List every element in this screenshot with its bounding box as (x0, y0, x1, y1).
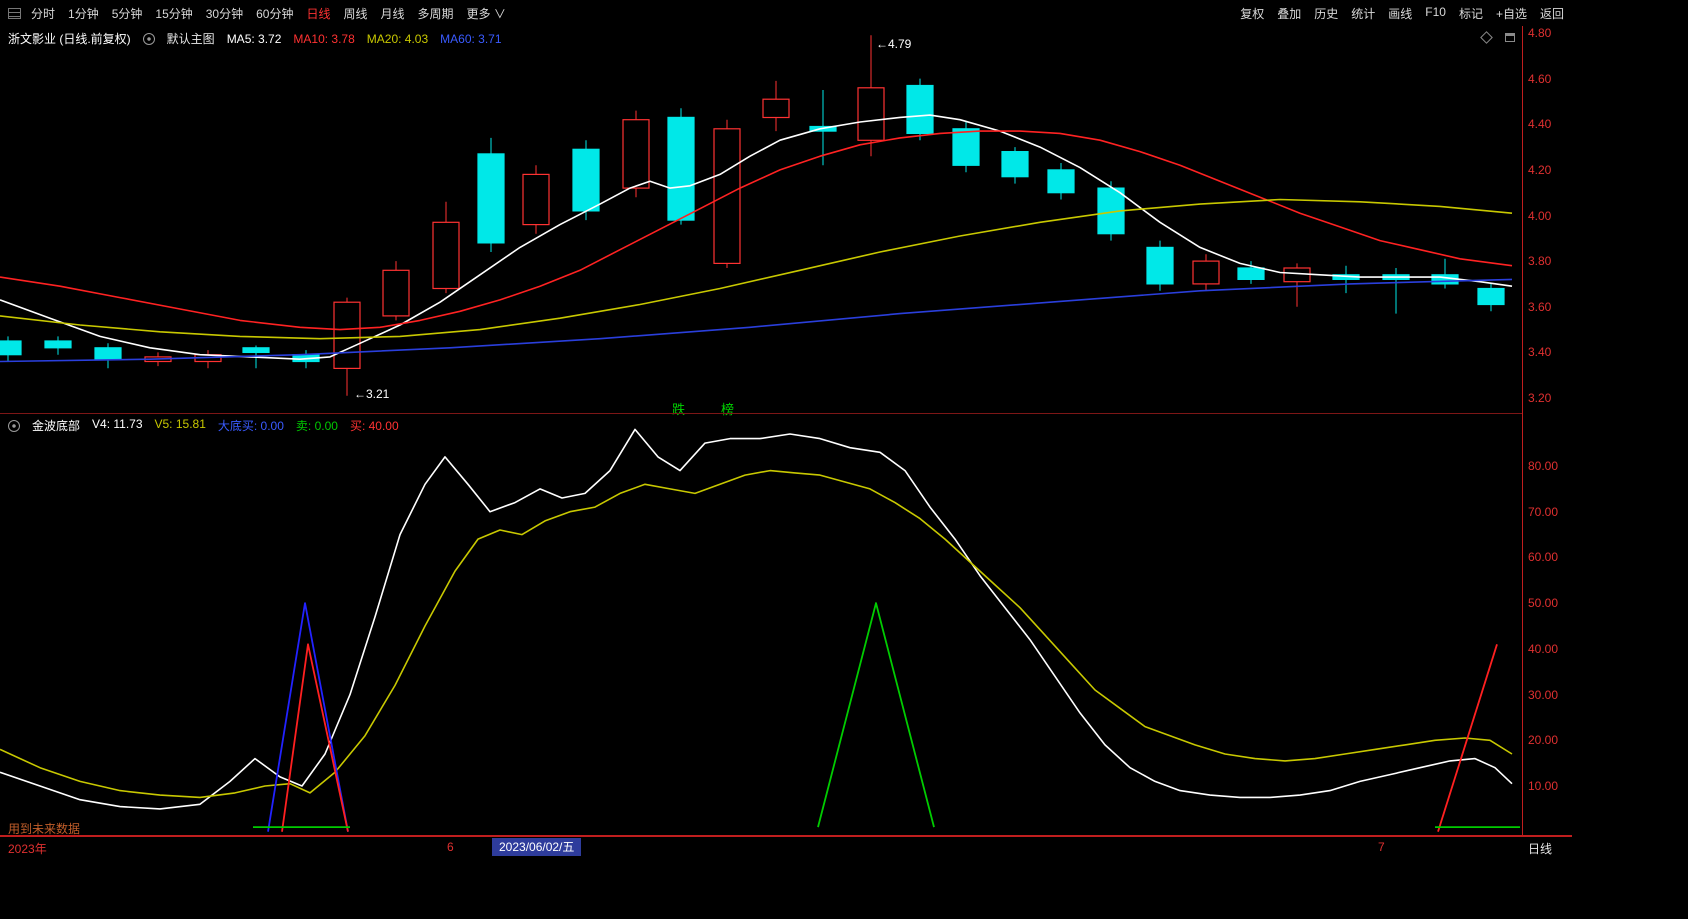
toolbar-action[interactable]: F10 (1425, 4, 1446, 19)
toolbar-action[interactable]: 返回 (1539, 6, 1564, 21)
indicator-scale-label: 30.00 (1528, 687, 1559, 702)
indicator-line-V4 (0, 428, 1513, 810)
maximize-icon[interactable] (1505, 33, 1515, 42)
indicator-name: 金波底部 (32, 419, 81, 433)
toolbar-action[interactable]: 历史 (1314, 6, 1339, 21)
period-tab[interactable]: 多周期 (417, 6, 454, 21)
price-axis-line (1522, 26, 1523, 836)
price-label: 3.40 (1528, 345, 1552, 360)
toolbar-actions: 复权 叠加 历史 统计 画线 F10 标记 +自选 返回 (1240, 5, 1564, 22)
toolbar-action[interactable]: 统计 (1351, 6, 1376, 21)
main-candlestick-chart[interactable] (0, 26, 1522, 415)
indicator-value: 卖: 0.00 (295, 419, 338, 433)
ma-line-MA10 (0, 130, 1513, 331)
month-tick: 6 (447, 840, 454, 854)
panel-separator (0, 413, 1522, 414)
diamond-icon[interactable] (1480, 31, 1493, 44)
period-tab[interactable]: 60分钟 (256, 6, 294, 21)
period-tab[interactable]: 更多 ∨ (466, 6, 506, 21)
indicator-line-卖 (817, 602, 935, 828)
ma-value: MA20: 4.03 (366, 31, 429, 46)
indicator-scale-label: 20.00 (1528, 733, 1559, 748)
indicator-value: V4: 11.73 (92, 417, 143, 431)
indicator-scale-label: 10.00 (1528, 778, 1559, 793)
stock-title: 浙文影业 (日线.前复权) (8, 32, 131, 46)
price-label: 3.60 (1528, 299, 1552, 314)
price-label: 4.80 (1528, 26, 1552, 40)
ma-values: MA5: 3.72 MA10: 3.78 MA20: 4.03 MA60: 3.71 (227, 32, 502, 46)
layout-selector-icon[interactable] (142, 32, 155, 45)
chart-bottom-border (0, 835, 1572, 837)
indicator-values: V4: 11.73 V5: 15.81 大底买: 0.00 卖: 0.00 买: 40.… (92, 417, 399, 434)
indicator-title-row: 金波底部 V4: 11.73 V5: 15.81 大底买: 0.00 卖: 0.00 买… (8, 417, 399, 434)
toolbar-action[interactable]: 叠加 (1277, 6, 1302, 21)
indicator-line-V5 (0, 469, 1513, 799)
toolbar-action[interactable]: +自选 (1495, 6, 1527, 21)
ma-line-MA60 (0, 278, 1513, 363)
price-label: 4.20 (1528, 162, 1552, 177)
ma-line-MA20 (0, 198, 1513, 340)
high-price-annotation: ←4.79 (876, 37, 912, 51)
period-tab[interactable]: 分时 (31, 6, 56, 21)
chart-corner-controls (1480, 31, 1515, 44)
ma-value: MA10: 3.78 (293, 31, 355, 46)
price-label: 4.00 (1528, 208, 1552, 223)
period-tab[interactable]: 15分钟 (155, 6, 193, 21)
period-tab[interactable]: 日线 (306, 6, 331, 21)
year-label: 2023年 (8, 842, 47, 856)
top-toolbar: 分时 1分钟 5分钟 15分钟 30分钟 60分钟 日线 周线 月线 多周期 更多 ∨ 复权 叠加 历史… (0, 0, 1572, 26)
price-label: 3.20 (1528, 391, 1552, 405)
toolbar-action[interactable]: 复权 (1240, 6, 1265, 21)
indicator-chart[interactable] (0, 415, 1522, 836)
selected-date-badge: 2023/06/02/五 (492, 838, 582, 856)
indicator-scale-label: 40.00 (1528, 641, 1559, 656)
time-axis: 2023年 6 2023/06/02/五 7 日线 (0, 838, 1572, 856)
indicator-scale-label: 50.00 (1528, 596, 1559, 611)
ma-value: MA60: 3.71 (440, 31, 502, 46)
month-tick: 7 (1378, 840, 1385, 854)
indicator-value: V5: 15.81 (154, 417, 206, 431)
period-tab[interactable]: 5分钟 (111, 6, 143, 21)
price-label: 4.40 (1528, 117, 1552, 132)
future-data-warning: 用到未来数据 (8, 822, 81, 836)
toolbar-action[interactable]: 标记 (1458, 6, 1483, 21)
indicator-value: 买: 40.00 (349, 419, 399, 433)
indicator-scale-label: 70.00 (1528, 504, 1559, 519)
low-price-annotation: ←3.21 (354, 387, 390, 401)
ma-value: MA5: 3.72 (226, 31, 282, 46)
period-tab[interactable]: 周线 (343, 6, 368, 21)
indicator-line-买 (281, 643, 349, 832)
period-label[interactable]: 日线 (1528, 842, 1553, 856)
app-icon[interactable] (8, 7, 21, 19)
candles (0, 35, 1505, 396)
indicator-scale-label: 60.00 (1528, 550, 1559, 565)
toolbar-action[interactable]: 画线 (1388, 6, 1413, 21)
indicator-scale-label: 80.00 (1528, 459, 1559, 473)
period-tab[interactable]: 1分钟 (68, 6, 99, 21)
indicator-value: 大底买: 0.00 (217, 419, 284, 433)
indicator-line-大底买 (267, 602, 349, 832)
price-label: 4.60 (1528, 71, 1552, 86)
indicator-selector-icon[interactable] (8, 419, 20, 432)
price-label: 3.80 (1528, 254, 1552, 269)
period-tabs: 分时 1分钟 5分钟 15分钟 30分钟 60分钟 日线 周线 月线 多周期 更多 ∨ (31, 5, 506, 22)
ma-line-MA5 (0, 114, 1513, 361)
period-tab[interactable]: 30分钟 (205, 6, 244, 21)
main-chart-title-row: 浙文影业 (日线.前复权) 默认主图 MA5: 3.72 MA10: 3.78 MA… (8, 30, 502, 47)
layout-label: 默认主图 (166, 32, 215, 46)
indicator-line-买-右 (1437, 644, 1498, 832)
period-tab[interactable]: 月线 (380, 6, 405, 21)
